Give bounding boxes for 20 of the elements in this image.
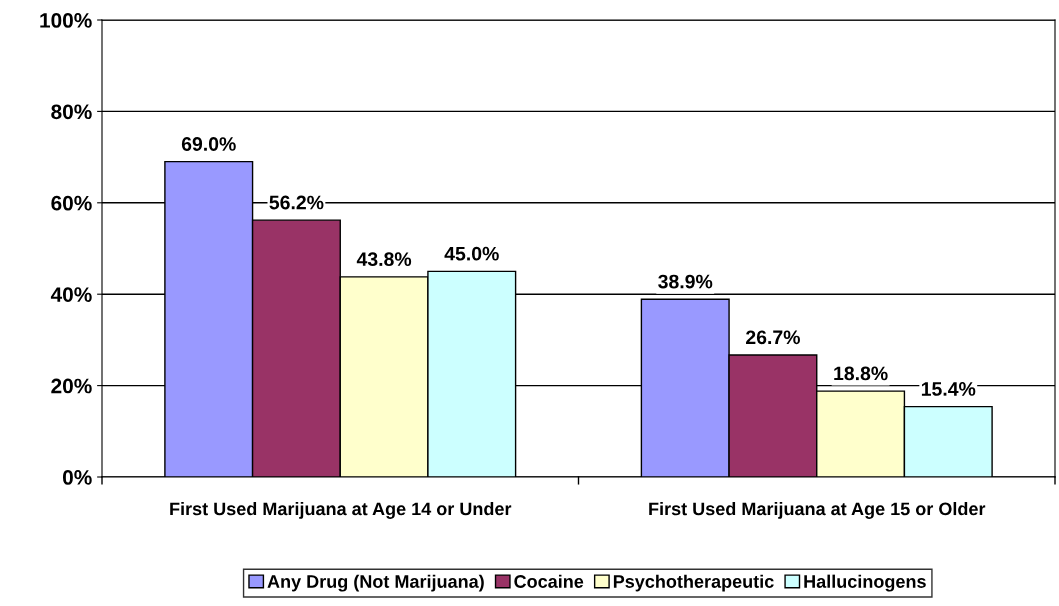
y-tick-label: 100% (40, 13, 92, 28)
legend-label: Any Drug (Not Marijuana) (267, 574, 484, 592)
data-label: 18.8% (834, 366, 888, 381)
x-tick-label: First Used Marijuana at Age 14 or Under (170, 502, 512, 519)
data-label: 69.0% (181, 137, 236, 151)
data-label: 56.2% (269, 195, 324, 210)
y-tick-label: 60% (51, 195, 92, 211)
legend-label: Psychotherapeutic (613, 574, 774, 592)
data-label: 26.7% (746, 330, 800, 345)
data-label: 38.9% (658, 274, 713, 289)
data-label: 45.0% (444, 246, 499, 261)
legend-label: Cocaine (514, 574, 584, 588)
data-label: 43.8% (356, 252, 412, 267)
legend-label: Hallucinogens (804, 574, 926, 592)
y-tick-label: 40% (50, 287, 92, 302)
x-tick-label: First Used Marijuana at Age 15 or Older (649, 502, 986, 519)
data-label: 15.4% (921, 382, 976, 396)
y-tick-label: 80% (51, 104, 92, 120)
y-tick-label: 0% (62, 470, 92, 485)
y-tick-label: 20% (51, 378, 92, 394)
